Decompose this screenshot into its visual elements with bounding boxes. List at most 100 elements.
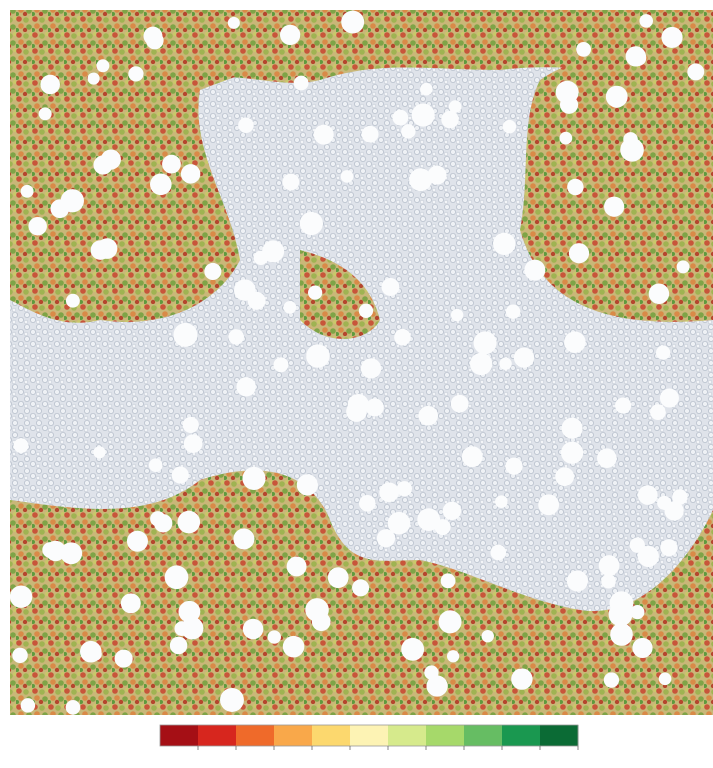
void — [87, 72, 100, 85]
void — [340, 170, 354, 183]
void — [38, 107, 52, 121]
void — [623, 132, 638, 147]
void — [513, 347, 535, 368]
void — [601, 574, 616, 589]
void — [401, 637, 425, 661]
void — [253, 250, 269, 265]
void — [490, 544, 507, 561]
void — [426, 675, 448, 697]
void — [282, 635, 305, 658]
void — [93, 155, 113, 175]
void — [233, 528, 255, 550]
void — [359, 494, 376, 512]
void — [608, 92, 625, 108]
void — [630, 604, 645, 620]
void — [379, 482, 399, 503]
void — [93, 446, 106, 459]
void — [150, 511, 166, 527]
void — [279, 24, 301, 46]
void — [164, 565, 189, 590]
domain-mid — [300, 250, 380, 339]
void — [180, 164, 201, 184]
void — [568, 243, 590, 264]
void — [560, 441, 584, 464]
void — [473, 331, 497, 355]
void — [177, 510, 201, 534]
void — [637, 545, 659, 568]
void — [182, 416, 199, 434]
voids — [9, 10, 705, 715]
void — [220, 688, 244, 712]
void — [676, 260, 690, 274]
void — [238, 117, 254, 134]
void — [394, 328, 411, 346]
void — [418, 405, 438, 426]
colorbar-swatch — [464, 725, 503, 746]
void — [469, 352, 493, 376]
void — [346, 401, 367, 422]
void — [505, 304, 521, 319]
void — [632, 637, 653, 658]
void — [505, 457, 523, 475]
domain-top — [10, 10, 713, 323]
void — [401, 124, 416, 139]
colorbar-frame — [159, 724, 579, 747]
void — [299, 211, 323, 236]
void — [411, 103, 435, 127]
void — [183, 434, 203, 453]
void — [181, 617, 204, 640]
void — [150, 173, 172, 196]
colorbar — [159, 724, 579, 750]
void — [409, 168, 432, 192]
colorbar-swatch — [312, 725, 351, 746]
void — [420, 82, 433, 96]
void — [13, 438, 29, 454]
void — [296, 474, 319, 496]
colorbar-swatch — [236, 725, 275, 746]
colorbar-swatch — [388, 725, 427, 746]
void — [341, 10, 365, 34]
void — [65, 293, 80, 308]
void — [597, 448, 617, 469]
void — [28, 216, 47, 236]
void — [648, 283, 670, 304]
void — [90, 240, 111, 260]
void — [615, 397, 632, 414]
void — [313, 124, 334, 145]
void — [120, 593, 141, 614]
void — [499, 357, 512, 370]
colorbar-swatch — [274, 725, 313, 746]
void — [306, 344, 330, 368]
void — [687, 63, 705, 81]
void — [511, 668, 533, 690]
void — [308, 285, 323, 300]
colorbar-swatch — [540, 725, 579, 746]
void — [162, 154, 181, 174]
void — [204, 262, 222, 281]
void — [148, 458, 163, 473]
colorbar-swatch — [160, 725, 199, 746]
void — [561, 417, 583, 439]
void — [672, 489, 688, 505]
void — [417, 508, 441, 531]
void — [126, 530, 148, 552]
void — [42, 542, 59, 558]
colorbar-swatch — [198, 725, 237, 746]
void — [450, 308, 464, 322]
void — [381, 278, 400, 296]
void — [538, 494, 560, 516]
void — [293, 75, 309, 91]
void — [173, 322, 198, 347]
void — [365, 398, 384, 417]
void — [283, 300, 297, 314]
void — [20, 698, 36, 713]
domain-top-band — [10, 10, 713, 90]
void — [446, 650, 460, 663]
void — [555, 80, 579, 104]
void — [555, 467, 575, 487]
void — [376, 529, 396, 548]
void — [60, 189, 84, 213]
void — [361, 125, 379, 143]
void — [169, 636, 188, 655]
